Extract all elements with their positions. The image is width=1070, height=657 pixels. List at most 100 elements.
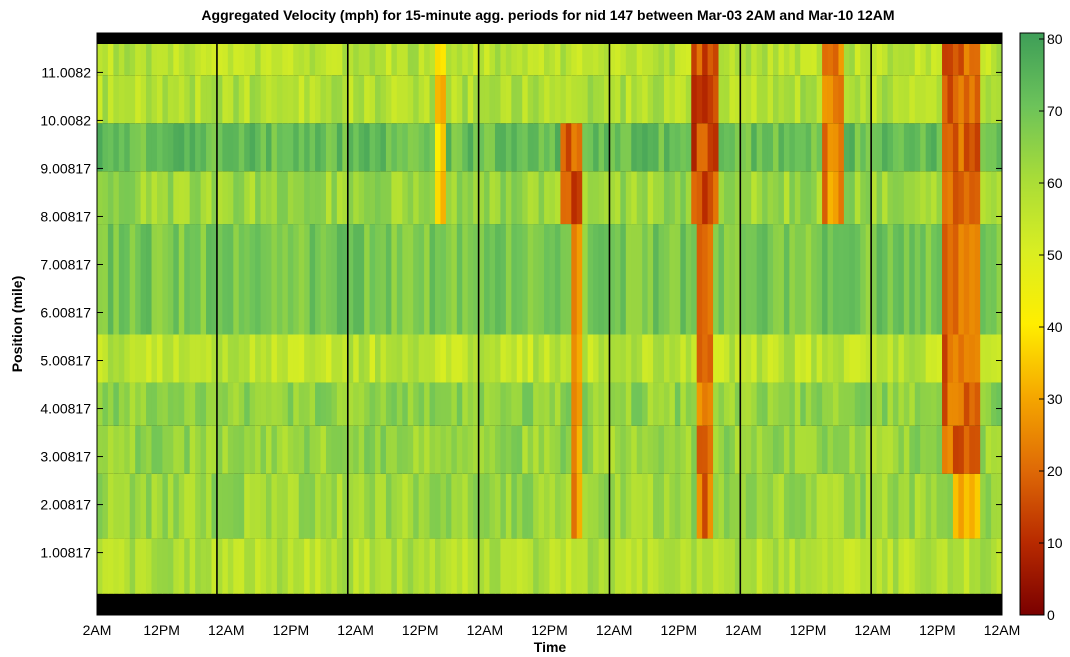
- heatmap-cell: [298, 473, 305, 539]
- heatmap-cell: [707, 334, 714, 383]
- heatmap-cell: [135, 44, 142, 76]
- heatmap-cell: [233, 75, 240, 124]
- heatmap-cell: [985, 123, 992, 172]
- heatmap-cell: [238, 123, 245, 172]
- heatmap-cell: [298, 538, 305, 594]
- heatmap-cell: [260, 224, 267, 335]
- heatmap-cell: [942, 538, 948, 594]
- heatmap-cell: [816, 334, 823, 383]
- heatmap-cell: [789, 75, 796, 124]
- heatmap-cell: [952, 44, 959, 76]
- heatmap-cell: [756, 473, 763, 539]
- heatmap-cell: [238, 538, 245, 594]
- heatmap-cell: [140, 334, 147, 383]
- heatmap-cell: [691, 123, 698, 172]
- heatmap-cell: [614, 473, 621, 539]
- x-tick-label: 12PM: [919, 622, 956, 638]
- heatmap-cell: [936, 473, 943, 539]
- heatmap-cell: [898, 334, 905, 383]
- heatmap-cell: [380, 382, 387, 426]
- heatmap-cell: [347, 334, 354, 383]
- heatmap-cell: [216, 224, 223, 335]
- heatmap-cell: [685, 473, 692, 539]
- heatmap-cell: [118, 123, 125, 172]
- heatmap-cell: [347, 75, 354, 124]
- heatmap-cell: [178, 224, 185, 335]
- heatmap-cell: [783, 473, 790, 539]
- heatmap-cell: [156, 75, 163, 124]
- heatmap-cell: [734, 425, 741, 474]
- heatmap-cell: [309, 75, 316, 124]
- heatmap-cell: [315, 75, 321, 124]
- heatmap-cell: [178, 425, 185, 474]
- heatmap-cell: [118, 538, 125, 594]
- heatmap-cell: [903, 334, 910, 383]
- heatmap-cell: [663, 171, 670, 225]
- heatmap-cell: [991, 75, 997, 124]
- heatmap-cell: [135, 425, 142, 474]
- heatmap-cell: [184, 425, 191, 474]
- heatmap-cell: [118, 171, 125, 225]
- heatmap-cell: [985, 425, 992, 474]
- heatmap-cell: [549, 473, 556, 539]
- heatmap-cell: [418, 75, 425, 124]
- heatmap-cell: [293, 538, 300, 594]
- heatmap-cell: [429, 171, 436, 225]
- heatmap-cell: [304, 224, 311, 335]
- heatmap-cell: [222, 224, 229, 335]
- heatmap-cell: [854, 44, 861, 76]
- heatmap-cell: [974, 473, 981, 539]
- heatmap-cell: [484, 473, 490, 539]
- heatmap-cell: [456, 473, 463, 539]
- heatmap-cell: [522, 382, 529, 426]
- heatmap-cell: [745, 473, 752, 539]
- heatmap-cell: [162, 538, 169, 594]
- heatmap-cell: [969, 425, 976, 474]
- heatmap-cell: [135, 123, 142, 172]
- heatmap-cell: [800, 425, 807, 474]
- heatmap-cell: [969, 171, 976, 225]
- heatmap-cell: [838, 123, 845, 172]
- heatmap-cell: [871, 123, 878, 172]
- heatmap-cell: [298, 75, 305, 124]
- heatmap-cell: [969, 224, 976, 335]
- heatmap-cell: [309, 44, 316, 76]
- heatmap-cell: [222, 538, 229, 594]
- heatmap-cell: [173, 171, 180, 225]
- heatmap-cell: [276, 382, 283, 426]
- y-tick-label: 2.00817: [40, 497, 91, 513]
- heatmap-cell: [353, 334, 360, 383]
- heatmap-cell: [658, 75, 665, 124]
- heatmap-cell: [244, 123, 251, 172]
- heatmap-cell: [407, 44, 414, 76]
- heatmap-cell: [985, 224, 992, 335]
- heatmap-cell: [674, 224, 681, 335]
- heatmap-cell: [238, 382, 245, 426]
- heatmap-cell: [674, 425, 681, 474]
- heatmap-cell: [151, 123, 158, 172]
- heatmap-cell: [375, 425, 381, 474]
- heatmap-cell: [380, 538, 387, 594]
- heatmap-cell: [505, 171, 512, 225]
- heatmap-cell: [484, 123, 490, 172]
- heatmap-cell: [898, 473, 905, 539]
- heatmap-cell: [244, 171, 251, 225]
- heatmap-cell: [129, 382, 136, 426]
- heatmap-cell: [811, 123, 818, 172]
- heatmap-cell: [156, 44, 163, 76]
- heatmap-cell: [653, 382, 659, 426]
- heatmap-cell: [429, 334, 436, 383]
- heatmap-cell: [767, 75, 774, 124]
- heatmap-cell: [385, 538, 392, 594]
- heatmap-cell: [178, 75, 185, 124]
- heatmap-cell: [947, 44, 954, 76]
- heatmap-cell: [854, 473, 861, 539]
- heatmap-cell: [952, 473, 959, 539]
- heatmap-cell: [783, 334, 790, 383]
- heatmap-cell: [729, 224, 736, 335]
- heatmap-cell: [527, 224, 534, 335]
- heatmap-cell: [146, 473, 152, 539]
- heatmap-cell: [244, 334, 251, 383]
- heatmap-cell: [178, 44, 185, 76]
- heatmap-cell: [811, 425, 818, 474]
